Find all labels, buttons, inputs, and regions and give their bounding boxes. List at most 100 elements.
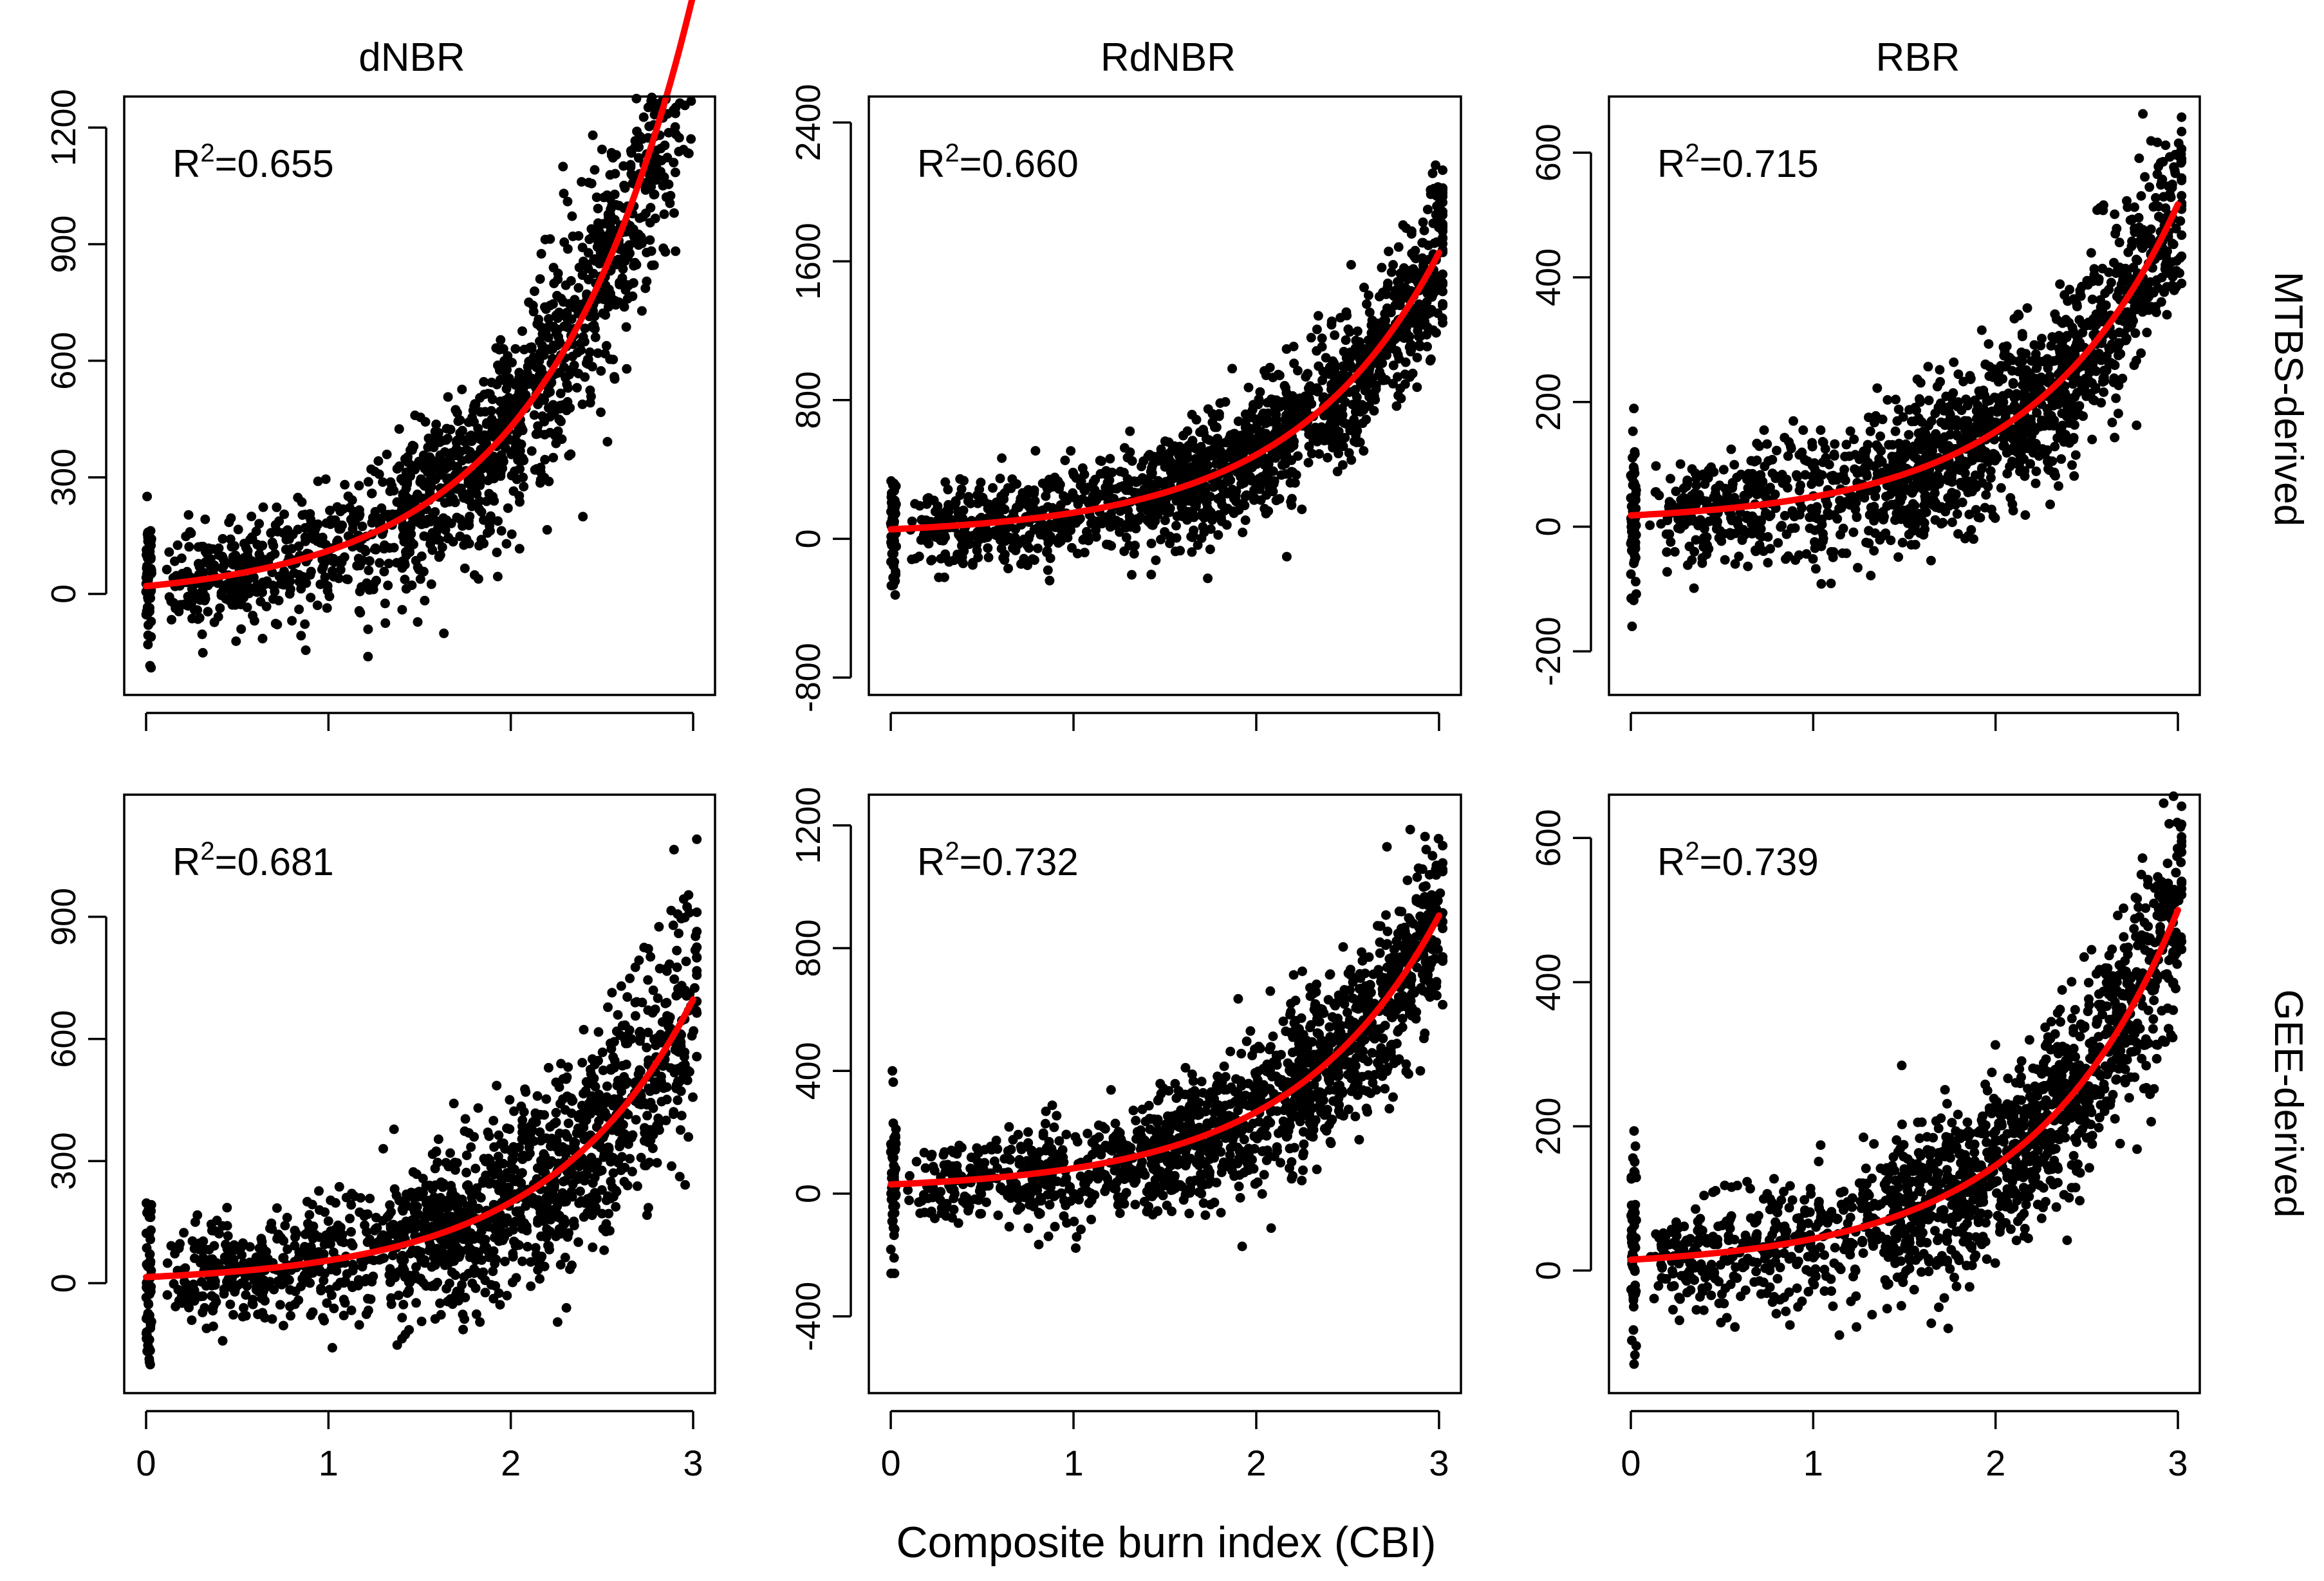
data-point [631,259,642,270]
y-tick-label: 600 [44,332,83,390]
data-point [886,476,897,486]
data-point [491,424,501,434]
data-point [258,554,268,564]
data-point [1160,527,1170,537]
data-point [1045,575,1055,586]
data-point [1332,467,1343,477]
data-point [602,437,613,447]
data-point [535,478,545,488]
data-point [1127,569,1137,580]
data-point [977,528,987,538]
data-point [1979,450,1989,460]
data-point [461,1167,472,1178]
data-point [598,308,608,319]
data-point [1281,383,1291,393]
data-point [2027,356,2037,366]
data-point [392,558,402,568]
data-point [2114,237,2124,248]
data-point [1171,495,1182,506]
data-point [2038,444,2048,454]
data-point [452,408,462,418]
data-point [373,456,384,466]
data-point [499,356,510,366]
data-point [1853,562,1863,573]
data-point [1829,450,1839,461]
data-point [257,587,267,598]
data-point [1760,461,1770,472]
data-point [618,161,629,171]
data-point [632,1181,642,1191]
data-point [1261,418,1271,429]
data-point [379,566,389,577]
data-point [2130,297,2141,308]
data-point [1746,456,1756,466]
data-point [1091,532,1101,542]
data-point [439,628,449,638]
data-point [1849,434,1859,445]
data-point [1169,441,1180,451]
data-point [2130,202,2139,212]
data-point [622,242,633,252]
data-point [1800,455,1810,465]
y-tick-label: 0 [789,529,828,548]
data-point [461,534,472,544]
data-point [514,367,525,378]
data-point [1910,402,1920,412]
data-point [143,640,153,650]
data-point [233,524,243,535]
data-point [1082,526,1092,537]
data-point [1071,494,1081,504]
data-point [1628,480,1638,490]
data-point [1205,544,1215,555]
data-point [539,350,549,360]
data-point [669,208,679,218]
data-point [501,539,512,549]
data-point [540,454,550,465]
data-point [230,541,239,551]
data-point [1079,485,1090,495]
data-point [1762,439,1772,449]
data-point [438,523,448,533]
data-point [1129,549,1139,559]
data-point [670,122,680,132]
data-point [386,477,396,487]
data-point [637,134,647,144]
data-point [1274,494,1285,504]
data-point [268,541,279,551]
data-point [580,372,590,382]
data-point [536,248,546,259]
data-point [1809,458,1819,468]
data-point [2050,309,2060,319]
data-point [482,418,492,428]
data-point [231,636,241,646]
data-point [2170,165,2180,176]
data-point [570,295,580,305]
data-point [375,558,385,568]
data-point [1894,438,1904,448]
data-point [1756,470,1766,480]
data-point [2157,213,2167,223]
data-point [2081,391,2092,402]
data-point [492,380,502,390]
data-point [451,450,461,461]
data-point [545,234,555,244]
data-point [442,463,451,472]
y-tick-label: 900 [44,215,83,273]
data-point [1104,540,1114,550]
data-point [258,502,268,512]
data-point [1410,246,1420,255]
data-point [2168,239,2179,250]
data-point [349,506,360,517]
data-point [2135,236,2145,246]
data-point [2086,248,2096,258]
data-point [1923,362,1933,372]
data-point [1718,465,1729,475]
data-point [184,542,194,552]
data-point [1125,447,1135,458]
data-point [367,517,377,528]
data-point [609,189,620,199]
data-point [431,420,442,429]
data-point [403,533,413,544]
data-point [301,536,311,546]
data-point [324,591,335,602]
